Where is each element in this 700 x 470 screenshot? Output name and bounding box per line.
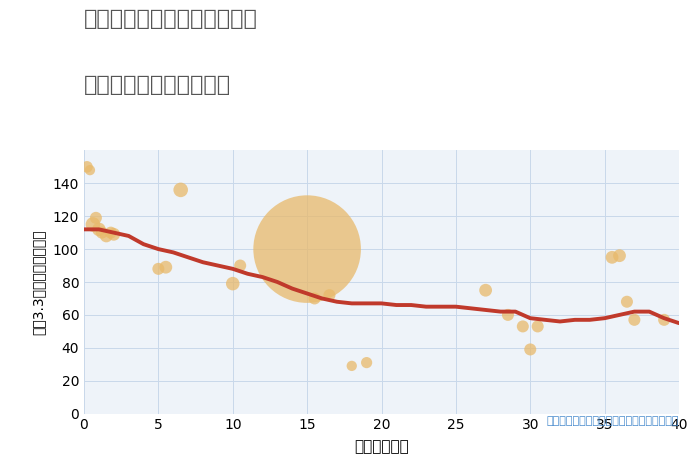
Point bbox=[101, 232, 112, 240]
Point bbox=[175, 186, 186, 194]
Point bbox=[361, 359, 372, 367]
X-axis label: 築年数（年）: 築年数（年） bbox=[354, 439, 409, 454]
Point bbox=[153, 265, 164, 273]
Point bbox=[309, 295, 320, 302]
Point bbox=[532, 322, 543, 330]
Point bbox=[629, 316, 640, 323]
Text: 福岡県福岡市西区九大新町の: 福岡県福岡市西区九大新町の bbox=[84, 9, 258, 30]
Point bbox=[324, 291, 335, 299]
Point bbox=[525, 346, 536, 353]
Point bbox=[503, 311, 514, 319]
Point bbox=[81, 163, 92, 171]
Point bbox=[93, 226, 104, 233]
Point bbox=[88, 220, 99, 228]
Text: 築年数別中古戸建て価格: 築年数別中古戸建て価格 bbox=[84, 75, 231, 95]
Point bbox=[659, 316, 670, 323]
Point bbox=[302, 245, 313, 253]
Point bbox=[346, 362, 357, 369]
Point bbox=[614, 252, 625, 259]
Point bbox=[108, 230, 119, 238]
Point bbox=[622, 298, 633, 306]
Text: 円の大きさは、取引のあった物件面積を示す: 円の大きさは、取引のあった物件面積を示す bbox=[547, 416, 679, 426]
Point bbox=[84, 166, 95, 174]
Point bbox=[480, 286, 491, 294]
Point bbox=[90, 214, 101, 221]
Point bbox=[227, 280, 238, 287]
Point bbox=[517, 322, 528, 330]
Y-axis label: 坪（3.3㎡）単価（万円）: 坪（3.3㎡）単価（万円） bbox=[32, 229, 46, 335]
Point bbox=[160, 263, 172, 271]
Point bbox=[105, 229, 116, 236]
Point bbox=[606, 253, 617, 261]
Point bbox=[234, 262, 246, 269]
Point bbox=[96, 229, 108, 236]
